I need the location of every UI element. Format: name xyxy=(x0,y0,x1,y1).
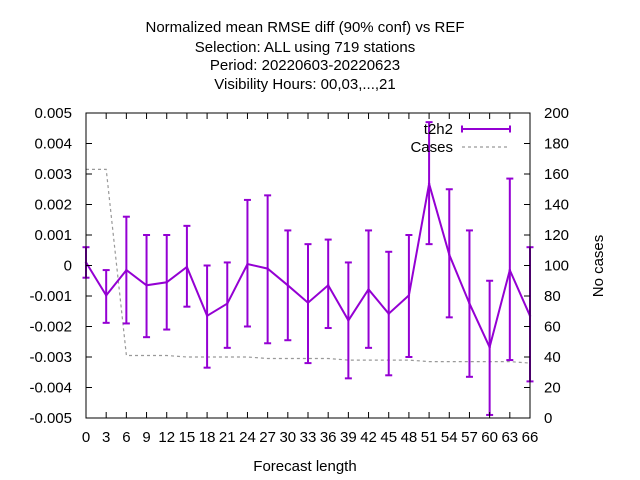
x-tick-label-63: 63 xyxy=(501,429,518,446)
t2h2-point-6 xyxy=(125,268,128,272)
x-tick-label-51: 51 xyxy=(421,429,438,446)
x-tick-label-30: 30 xyxy=(279,429,296,446)
x-tick-label-0: 0 xyxy=(82,429,90,446)
y-tick-label-6: 0.001 xyxy=(34,227,72,244)
t2h2-point-48 xyxy=(407,294,411,297)
y2-tick-label-140: 140 xyxy=(544,197,569,214)
y2-tick-label-20: 20 xyxy=(544,380,561,397)
y2-tick-label-180: 180 xyxy=(544,136,569,153)
t2h2-point-51 xyxy=(427,182,431,185)
y-tick-label-4: -0.001 xyxy=(29,288,72,305)
y-tick-label-8: 0.003 xyxy=(34,166,72,183)
x-tick-label-48: 48 xyxy=(401,429,418,446)
t2h2-point-33 xyxy=(306,301,310,304)
t2h2-point-12 xyxy=(165,281,168,284)
t2h2-point-57 xyxy=(468,302,471,305)
y2-tick-label-160: 160 xyxy=(544,166,569,183)
x-tick-label-54: 54 xyxy=(441,429,458,446)
title-line-1: Normalized mean RMSE diff (90% conf) vs … xyxy=(146,19,465,36)
y2-tick-label-100: 100 xyxy=(544,258,569,275)
x-tick-label-33: 33 xyxy=(300,429,317,446)
x-tick-label-24: 24 xyxy=(239,429,256,446)
y2-tick-label-120: 120 xyxy=(544,227,569,244)
t2h2-point-21 xyxy=(226,302,229,305)
y2-tick-label-200: 200 xyxy=(544,105,569,122)
axes xyxy=(85,112,531,419)
x-tick-label-12: 12 xyxy=(158,429,175,446)
x-tick-label-27: 27 xyxy=(259,429,276,446)
y-tick-label-3: -0.002 xyxy=(29,319,72,336)
t2h2-point-60 xyxy=(488,346,491,349)
t2h2-point-63 xyxy=(508,268,512,272)
x-tick-label-60: 60 xyxy=(481,429,498,446)
x-tick-label-45: 45 xyxy=(380,429,397,446)
t2h2-point-42 xyxy=(367,288,370,291)
y2-axis-title: No cases xyxy=(590,235,607,298)
x-tick-label-9: 9 xyxy=(142,429,150,446)
y2-tick-label-60: 60 xyxy=(544,319,561,336)
t2h2-point-9 xyxy=(145,284,148,287)
title-line-3: Period: 20220603-20220623 xyxy=(210,57,400,74)
plot-data xyxy=(82,121,534,416)
legend-label-cases: Cases xyxy=(410,139,453,156)
y-tick-label-1: -0.004 xyxy=(29,380,72,397)
t2h2-point-15 xyxy=(185,265,189,269)
y-tick-label-5: 0 xyxy=(64,258,72,275)
t2h2-point-45 xyxy=(387,312,390,315)
x-tick-label-15: 15 xyxy=(179,429,196,446)
legend-label-t2h2: t2h2 xyxy=(424,121,453,138)
y2-tick-label-80: 80 xyxy=(544,288,561,305)
y-tick-label-0: -0.005 xyxy=(29,410,72,427)
x-tick-label-36: 36 xyxy=(320,429,337,446)
cases-series-line xyxy=(86,168,531,364)
chart-title: Normalized mean RMSE diff (90% conf) vs … xyxy=(146,19,465,93)
t2h2-point-3 xyxy=(104,294,108,297)
title-line-4: Visibility Hours: 00,03,...,21 xyxy=(214,76,395,93)
y2-tick-label-40: 40 xyxy=(544,349,561,366)
tick-labels: 0 3 6 9 12 15 18 21 24 27 30 33 36 39 42 45 48 51 54 57 60 63… xyxy=(29,105,569,446)
x-tick-label-18: 18 xyxy=(199,429,216,446)
t2h2-point-30 xyxy=(286,284,290,287)
x-tick-label-57: 57 xyxy=(461,429,478,446)
t2h2-point-18 xyxy=(205,314,209,318)
x-tick-label-6: 6 xyxy=(122,429,130,446)
y-tick-label-10: 0.005 xyxy=(34,105,72,122)
t2h2-point-27 xyxy=(266,267,269,270)
x-tick-label-3: 3 xyxy=(102,429,110,446)
x-axis-title: Forecast length xyxy=(253,458,356,475)
t2h2-point-24 xyxy=(246,262,249,266)
x-tick-label-21: 21 xyxy=(219,429,236,446)
t2h2-point-39 xyxy=(347,319,350,322)
t2h2-point-54 xyxy=(448,253,451,257)
y2-tick-label-0: 0 xyxy=(544,410,552,427)
y-tick-label-7: 0.002 xyxy=(34,197,72,214)
y-tick-label-9: 0.004 xyxy=(34,136,72,153)
y-tick-label-2: -0.003 xyxy=(29,349,72,366)
x-tick-label-66: 66 xyxy=(522,429,539,446)
x-tick-label-39: 39 xyxy=(340,429,357,446)
t2h2-point-36 xyxy=(326,284,330,287)
title-line-2: Selection: ALL using 719 stations xyxy=(195,39,415,56)
legend: t2h2 Cases xyxy=(410,121,511,156)
x-tick-label-42: 42 xyxy=(360,429,377,446)
